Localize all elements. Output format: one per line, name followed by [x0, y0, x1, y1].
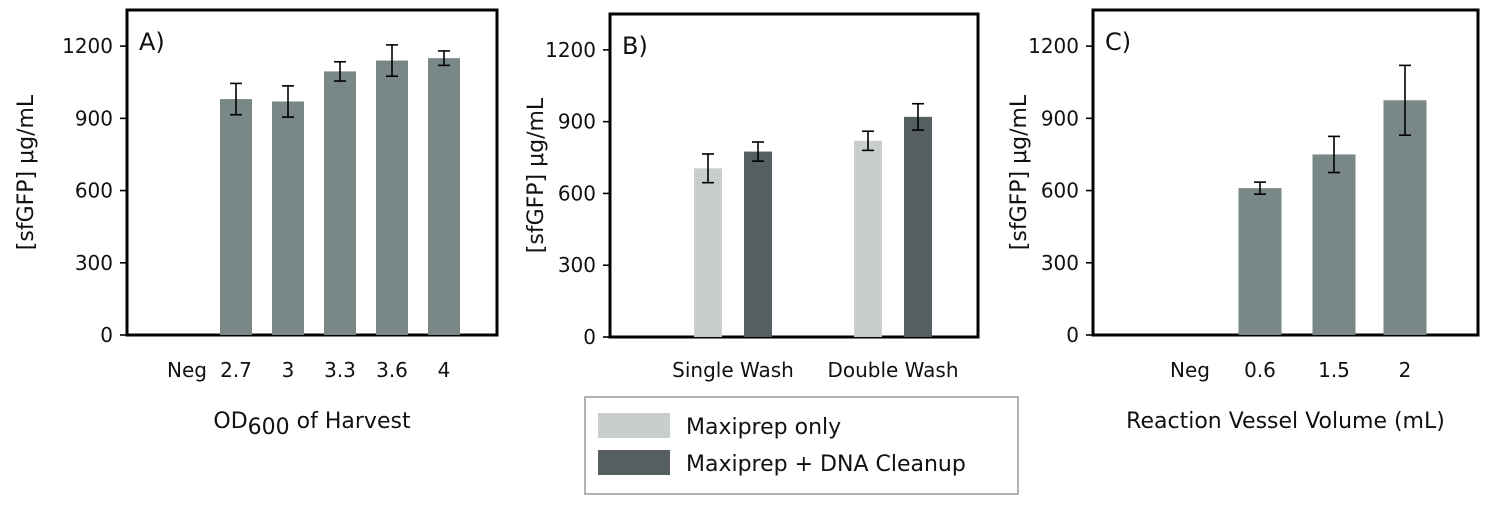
panel-label-a: A)	[139, 28, 165, 56]
x-tick-label-c: 2	[1399, 358, 1412, 382]
bar-b-maxiprep-only-0	[694, 168, 722, 337]
chart-panel-c: 0 300 600 900 1200 C) [sfGFP] μg/mL Neg 0.6 1.5 2 R…	[1007, 8, 1480, 434]
y-tick-label-b: 900	[558, 110, 596, 134]
error-bar-b-1-0	[752, 141, 764, 162]
x-axis-label-main-c: Reaction Vessel Volume (mL)	[1126, 409, 1445, 434]
panel-label-c: C)	[1105, 28, 1131, 56]
error-bar-a-5	[438, 50, 450, 67]
error-bar-c-3	[1399, 64, 1411, 136]
bar-c-2	[1312, 154, 1356, 335]
bar-a-4	[376, 60, 408, 336]
x-tick-label-a: 3.6	[376, 358, 408, 382]
error-bar-a-3	[334, 60, 346, 82]
x-tick-label-c: Neg	[1170, 358, 1210, 382]
x-axis-label-c: Reaction Vessel Volume (mL)	[1126, 409, 1445, 434]
x-tick-label-a: 3	[282, 358, 295, 382]
legend-label-maxiprep-cleanup: Maxiprep + DNA Cleanup	[686, 452, 966, 477]
error-bar-b-0-0	[702, 153, 714, 184]
legend-box	[584, 396, 1019, 495]
y-tick-label-b: 600	[558, 181, 596, 205]
y-tick-label-b: 1200	[545, 38, 596, 62]
y-tick-label-c: 1200	[1028, 34, 1079, 58]
bar-a-5	[428, 58, 460, 336]
error-bar-c-1	[1254, 181, 1266, 195]
error-bar-a-4	[386, 44, 398, 78]
x-axis-label-suffix-a: of Harvest	[290, 409, 411, 434]
x-tick-label-a: Neg	[167, 358, 207, 382]
x-tick-label-c: 0.6	[1244, 358, 1276, 382]
plot-frame-b	[608, 12, 980, 339]
panel-label-b: B)	[622, 32, 648, 60]
x-tick-label-b: Double Wash	[827, 358, 958, 382]
x-tick-label-c: 1.5	[1318, 358, 1350, 382]
y-tick-label-c: 900	[1041, 106, 1079, 130]
error-bar-b-0-1	[862, 130, 874, 152]
y-tick-label-c: 0	[1066, 323, 1079, 347]
x-axis-label-subscript-a: 600	[248, 415, 290, 440]
y-tick-label-c: 600	[1041, 179, 1079, 203]
y-tick-label-c: 300	[1041, 251, 1079, 275]
plot-frame-a	[125, 8, 499, 337]
x-tick-label-b: Single Wash	[672, 358, 794, 382]
plot-frame-c	[1091, 8, 1480, 337]
x-axis-label-a: OD600 of Harvest	[213, 409, 411, 440]
x-tick-label-a: 4	[438, 358, 451, 382]
y-tick-label-a: 0	[100, 323, 113, 347]
y-axis-label-a: [sfGFP] μg/mL	[14, 94, 39, 250]
y-axis-label-b: [sfGFP] μg/mL	[524, 97, 549, 253]
bar-a-3	[324, 71, 356, 335]
y-tick-label-b: 0	[583, 325, 596, 349]
bar-c-3	[1383, 100, 1427, 336]
x-tick-label-a: 3.3	[324, 358, 356, 382]
error-bar-a-2	[282, 85, 294, 118]
bar-a-1	[220, 99, 252, 336]
legend-label-maxiprep-only: Maxiprep only	[686, 415, 841, 440]
x-tick-label-a: 2.7	[220, 358, 252, 382]
y-tick-label-a: 1200	[62, 34, 113, 58]
error-bar-a-1	[230, 82, 242, 116]
error-bar-c-2	[1328, 135, 1340, 174]
bar-a-2	[272, 101, 304, 336]
legend: Maxiprep only Maxiprep + DNA Cleanup	[584, 396, 1019, 495]
bar-b-maxiprep-only-1	[854, 140, 882, 337]
error-bar-b-1-1	[912, 102, 924, 131]
y-tick-label-a: 600	[75, 179, 113, 203]
x-axis-label-main-a: OD	[213, 409, 247, 434]
bar-c-1	[1238, 188, 1282, 335]
legend-swatch-maxiprep-only	[598, 413, 670, 438]
chart-panel-b: 0 300 600 900 1200 B) [sfGFP] μg/mL Single Wash…	[524, 12, 980, 382]
y-tick-label-a: 900	[75, 106, 113, 130]
legend-swatch-maxiprep-cleanup	[598, 450, 670, 475]
y-tick-label-b: 300	[558, 253, 596, 277]
chart-panel-a: 0 300 600 900 1200 A) [sfGFP] μg/mL Neg 2.7 3 3.3 3…	[14, 8, 499, 440]
bar-b-maxiprep-cleanup-1	[904, 116, 932, 337]
bar-b-maxiprep-cleanup-0	[744, 151, 772, 337]
y-axis-label-c: [sfGFP] μg/mL	[1007, 94, 1032, 250]
y-tick-label-a: 300	[75, 251, 113, 275]
